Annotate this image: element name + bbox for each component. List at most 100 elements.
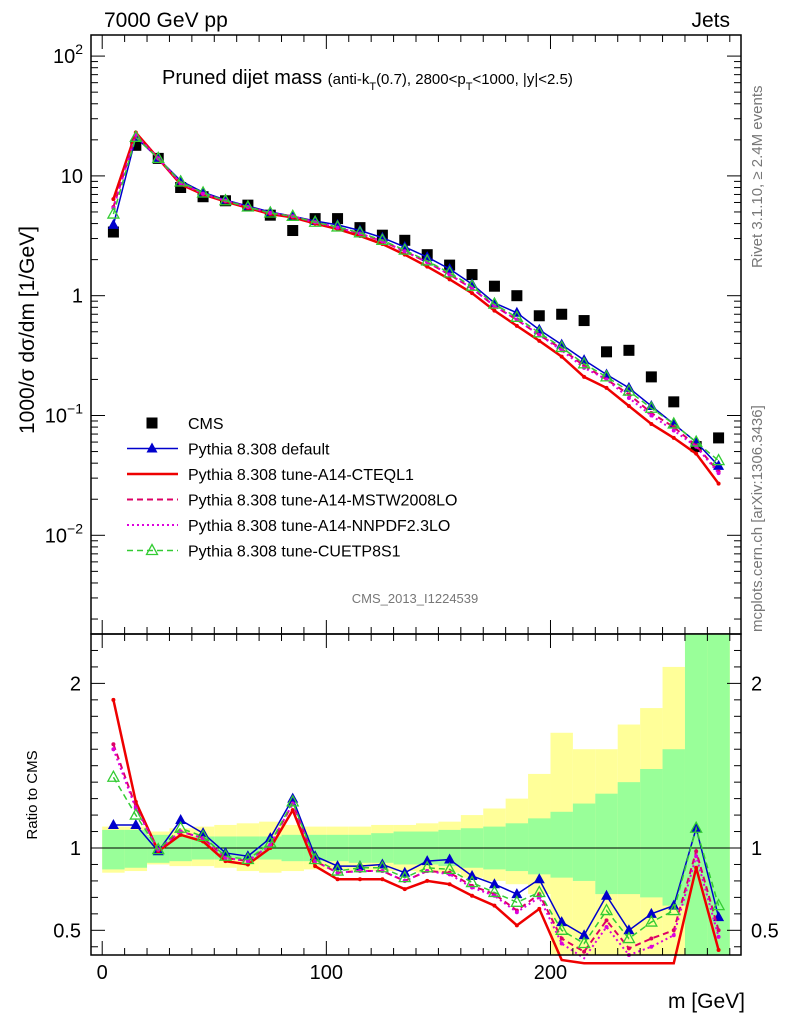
ratio-point-cuetp8s1 bbox=[218, 848, 233, 861]
point-cms bbox=[623, 344, 635, 356]
ratio-point-nnpdf bbox=[671, 933, 676, 938]
point-cteql1 bbox=[111, 197, 116, 202]
ratio-point-cteql1 bbox=[492, 903, 497, 908]
ratio-point-cteql1 bbox=[694, 865, 699, 870]
plot-title-sub-mid: (0.7), 2800<p bbox=[376, 71, 466, 88]
point-cuetp8s1 bbox=[420, 253, 434, 266]
ratio-point-cteql1 bbox=[357, 877, 362, 882]
point-cteql1 bbox=[447, 277, 452, 282]
ratio-point-cuetp8s1 bbox=[465, 875, 479, 888]
point-cms bbox=[713, 432, 725, 444]
point-nnpdf bbox=[716, 471, 721, 476]
inner-band-bin bbox=[124, 829, 148, 868]
ratio-point-nnpdf bbox=[402, 878, 407, 883]
ratio-point-cuetp8s1 bbox=[398, 870, 412, 883]
point-nnpdf bbox=[201, 191, 206, 196]
ratio-point-cuetp8s1 bbox=[667, 903, 681, 916]
plot-title-sub-k: T bbox=[369, 81, 376, 93]
point-cteql1 bbox=[559, 354, 564, 359]
inner-band-bin bbox=[662, 749, 685, 906]
ratio-y-axis-label: Ratio to CMS bbox=[24, 750, 41, 839]
point-cuetp8s1 bbox=[353, 225, 367, 238]
point-cteql1 bbox=[604, 385, 609, 390]
ratio-point-default bbox=[556, 916, 568, 927]
ratio-point-default bbox=[175, 814, 187, 825]
ratio-point-cuetp8s1 bbox=[487, 885, 502, 898]
point-cuetp8s1 bbox=[151, 151, 165, 164]
point-cuetp8s1 bbox=[555, 340, 569, 353]
ratio-point-nnpdf bbox=[604, 925, 609, 930]
ratio-x-tick-label: 100 bbox=[310, 962, 343, 984]
inner-band-bin bbox=[169, 836, 192, 862]
inner-band-bin bbox=[102, 829, 125, 870]
ratio-point-cuetp8s1 bbox=[510, 894, 524, 907]
inner-band-bin bbox=[595, 793, 618, 895]
plot-title-sub-p: T bbox=[466, 81, 473, 93]
ratio-point-default bbox=[488, 878, 500, 889]
ratio-point-default bbox=[287, 792, 299, 803]
ratio-point-nnpdf bbox=[111, 747, 116, 752]
legend-marker-cuetp8s1 bbox=[145, 543, 159, 556]
ratio-panel-ticks: 0 100 200 0.5 0.5 1 1 2 2 bbox=[53, 634, 779, 984]
point-nnpdf bbox=[470, 286, 475, 291]
ratio-point-cuetp8s1 bbox=[622, 931, 636, 944]
point-cteql1 bbox=[671, 435, 676, 440]
legend-label-default: Pythia 8.308 default bbox=[188, 442, 330, 459]
inner-band-bin bbox=[348, 834, 372, 863]
ratio-point-cuetp8s1 bbox=[375, 860, 389, 873]
point-cms bbox=[601, 346, 613, 358]
ratio-y-tick-label-right: 0.5 bbox=[751, 920, 779, 942]
point-cuetp8s1 bbox=[644, 400, 658, 413]
legend-entry-default: Pythia 8.308 default bbox=[127, 442, 330, 459]
point-cteql1 bbox=[492, 308, 497, 313]
point-cteql1 bbox=[514, 323, 519, 328]
inner-band-bin bbox=[617, 782, 641, 895]
point-nnpdf bbox=[268, 211, 273, 216]
ratio-point-nnpdf bbox=[380, 869, 385, 874]
point-cuetp8s1 bbox=[129, 129, 143, 142]
point-cuetp8s1 bbox=[711, 453, 726, 466]
point-cuetp8s1 bbox=[263, 205, 277, 218]
inner-band-bin bbox=[707, 634, 730, 955]
ratio-point-nnpdf bbox=[492, 893, 497, 898]
plot-title-sub-prefix: (anti-k bbox=[328, 71, 370, 88]
point-cuetp8s1 bbox=[398, 242, 412, 255]
point-cms bbox=[332, 213, 344, 225]
analysis-watermark: CMS_2013_I1224539 bbox=[352, 591, 479, 606]
y-tick-label-base: 10 bbox=[45, 525, 67, 547]
ratio-point-cteql1 bbox=[111, 697, 116, 702]
ratio-point-default bbox=[444, 853, 456, 864]
series-cuetp8s1 bbox=[106, 129, 726, 466]
ratio-line-cuetp8s1 bbox=[112, 776, 720, 945]
ratio-x-tick-label: 0 bbox=[97, 962, 108, 984]
ratio-y-tick-label-right: 1 bbox=[751, 838, 762, 860]
point-cms bbox=[578, 315, 590, 327]
ratio-point-cuetp8s1 bbox=[532, 885, 546, 898]
ratio-point-mstw bbox=[582, 949, 587, 954]
series-line-default bbox=[112, 135, 720, 467]
inner-band-bin bbox=[684, 634, 708, 955]
ratio-x-axis-label: m [GeV] bbox=[668, 990, 745, 1013]
ratio-y-tick-label-left: 2 bbox=[70, 673, 81, 695]
ratio-point-cuetp8s1 bbox=[353, 860, 367, 873]
point-cuetp8s1 bbox=[532, 325, 546, 338]
point-cuetp8s1 bbox=[218, 193, 233, 206]
legend-label-cms: CMS bbox=[188, 416, 224, 433]
ratio-point-cuetp8s1 bbox=[443, 862, 457, 875]
point-cuetp8s1 bbox=[330, 219, 345, 232]
ratio-point-default bbox=[645, 907, 657, 918]
ratio-point-mstw bbox=[559, 936, 564, 941]
ratio-point-cteql1 bbox=[514, 923, 519, 928]
ratio-point-default bbox=[578, 929, 590, 940]
ratio-point-mstw bbox=[111, 742, 116, 747]
ratio-point-cuetp8s1 bbox=[286, 794, 300, 807]
ratio-point-nnpdf bbox=[514, 910, 519, 915]
plot-title-main: Pruned dijet mass bbox=[162, 67, 322, 89]
point-nnpdf bbox=[626, 395, 631, 400]
ratio-point-cuetp8s1 bbox=[151, 842, 165, 855]
ratio-point-cteql1 bbox=[537, 906, 542, 911]
header-energy-label: 7000 GeV pp bbox=[104, 9, 228, 32]
legend-entry-cteql1: Pythia 8.308 tune-A14-CTEQL1 bbox=[127, 467, 414, 484]
ratio-point-nnpdf bbox=[425, 869, 430, 874]
ratio-point-nnpdf bbox=[335, 870, 340, 875]
